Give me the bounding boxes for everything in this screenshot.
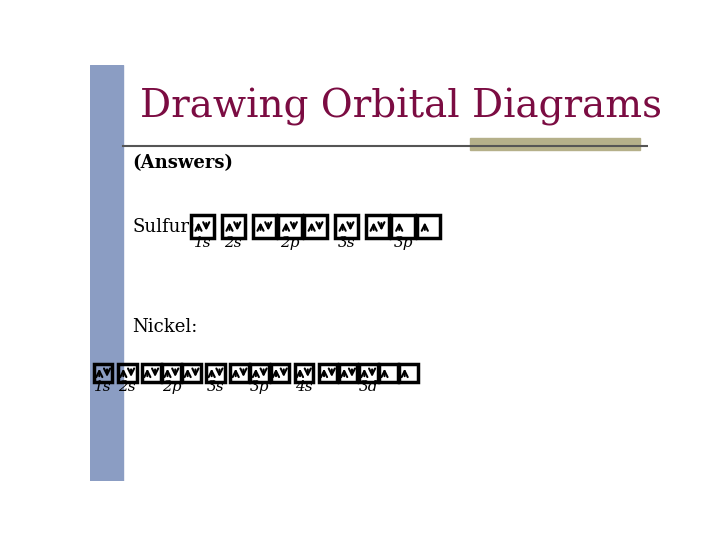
Bar [379,363,397,382]
Bar [399,363,418,382]
Bar [279,215,302,238]
Text: 3p: 3p [393,237,413,251]
Bar [182,363,201,382]
Text: Sulfur:: Sulfur: [132,218,196,235]
Text: 2s: 2s [225,237,242,251]
Text: 3s: 3s [338,237,356,251]
Bar [469,138,640,150]
Bar [230,363,249,382]
Bar [304,215,327,238]
Bar [94,363,112,382]
Text: 3d: 3d [359,380,378,394]
Text: 3s: 3s [207,380,225,394]
Text: 1s: 1s [194,237,211,251]
Text: 2p: 2p [161,380,181,394]
Text: Nickel:: Nickel: [132,318,198,335]
Text: 4s: 4s [295,380,312,394]
Bar [417,215,441,238]
Bar [162,363,181,382]
Bar [392,215,415,238]
Bar [294,363,313,382]
Text: 3p: 3p [250,380,269,394]
Bar [335,215,358,238]
Bar [339,363,357,382]
Bar [222,215,245,238]
Text: 2s: 2s [118,380,136,394]
Text: Drawing Orbital Diagrams: Drawing Orbital Diagrams [140,88,662,126]
Bar [142,363,161,382]
Text: (Answers): (Answers) [132,154,233,172]
Bar [118,363,137,382]
Text: 2p: 2p [280,237,300,251]
Bar [206,363,225,382]
Bar [271,363,289,382]
Bar [359,363,377,382]
Bar [90,65,122,481]
Bar [253,215,276,238]
Bar [319,363,337,382]
Bar [191,215,214,238]
Bar [251,363,269,382]
Text: 1s: 1s [94,380,112,394]
Bar [366,215,389,238]
